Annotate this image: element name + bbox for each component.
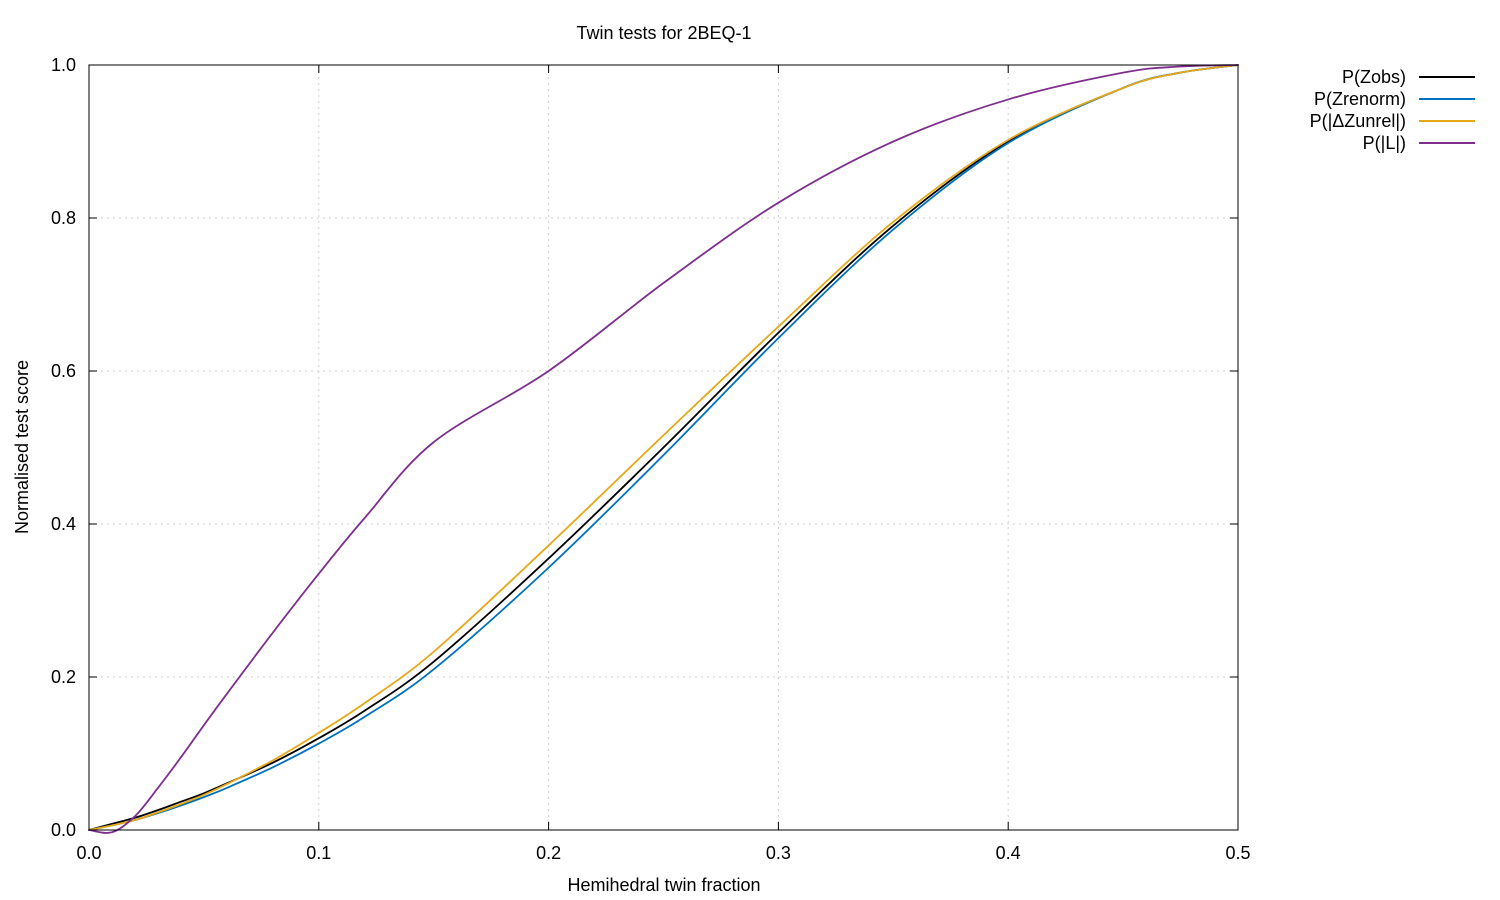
chart-title: Twin tests for 2BEQ-1 xyxy=(576,23,751,43)
y-tick-label: 0.8 xyxy=(51,208,76,228)
legend-label: P(Zrenorm) xyxy=(1314,89,1406,109)
y-axis-label: Normalised test score xyxy=(12,360,32,534)
series-line-p-zunrel xyxy=(88,64,1239,831)
legend-label: P(|ΔZunrel|) xyxy=(1310,111,1406,131)
plot-frame xyxy=(88,64,1239,831)
x-tick-label: 0.3 xyxy=(766,843,791,863)
x-tick-label: 0.5 xyxy=(1225,843,1250,863)
legend-label: P(Zobs) xyxy=(1342,67,1406,87)
x-tick-label: 0.0 xyxy=(76,843,101,863)
y-tick-label: 0.6 xyxy=(51,361,76,381)
axis-tick-labels: 0.0 0.1 0.2 0.3 0.4 0.5 0.0 0.2 0.4 0.6 0.8 1.0 xyxy=(51,55,1251,863)
series-line-p-zobs xyxy=(88,64,1239,831)
series-line-p-zrenorm xyxy=(88,64,1239,831)
x-tick-label: 0.4 xyxy=(996,843,1021,863)
x-axis-label: Hemihedral twin fraction xyxy=(567,875,760,895)
legend-label: P(|L|) xyxy=(1363,133,1406,153)
y-tick-label: 1.0 xyxy=(51,55,76,75)
x-tick-label: 0.1 xyxy=(306,843,331,863)
y-tick-label: 0.0 xyxy=(51,820,76,840)
x-tick-label: 0.2 xyxy=(536,843,561,863)
series-lines xyxy=(88,64,1239,834)
series-line-p-l xyxy=(88,64,1239,834)
legend: P(Zobs)P(Zrenorm)P(|ΔZunrel|)P(|L|) xyxy=(1310,67,1475,153)
y-tick-label: 0.4 xyxy=(51,514,76,534)
axis-ticks xyxy=(88,64,1239,831)
y-tick-label: 0.2 xyxy=(51,667,76,687)
grid xyxy=(89,65,1238,830)
